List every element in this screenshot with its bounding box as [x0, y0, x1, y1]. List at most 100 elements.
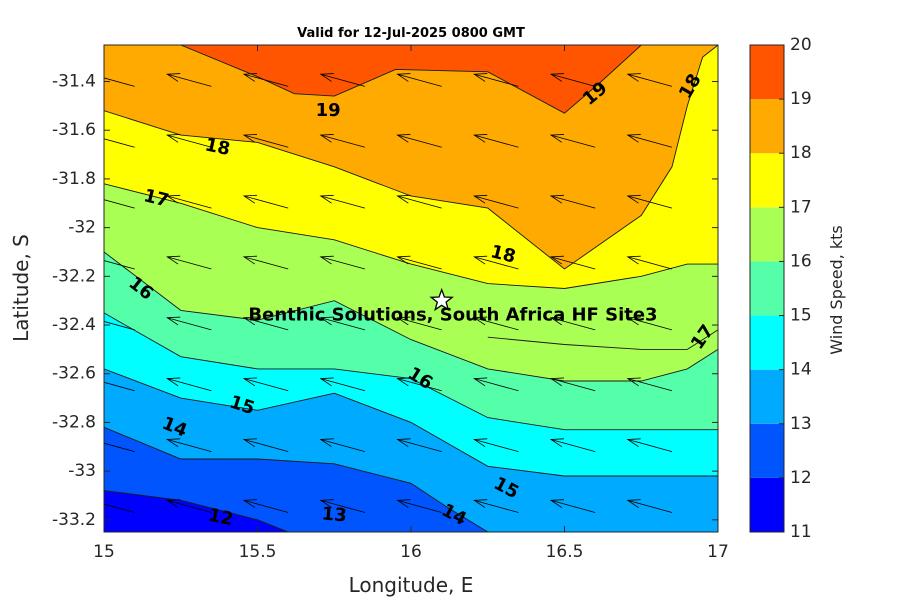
colorbar-band [750, 207, 784, 262]
colorbar-tick-label: 20 [790, 35, 812, 55]
wind-arrow [104, 442, 135, 453]
wind-arrow [473, 438, 519, 453]
wind-arrow [549, 134, 596, 148]
contour-line-18 [104, 45, 718, 270]
wind-arrow [396, 438, 442, 453]
y-tick-label: -32.6 [52, 364, 96, 384]
wind-arrows [104, 73, 673, 513]
colorbar-band [750, 45, 784, 100]
wind-arrow [549, 255, 596, 270]
site-label: Benthic Solutions, South Africa HF Site3 [248, 305, 657, 326]
y-tick-label: -33.2 [52, 510, 96, 530]
y-tick-label: -32.4 [52, 315, 96, 335]
contour-line-17 [104, 183, 718, 289]
wind-arrow [396, 134, 442, 148]
wind-arrow [319, 255, 366, 270]
wind-arrow [242, 255, 289, 270]
colorbar-tick-label: 16 [790, 251, 812, 271]
colorbar-band [750, 369, 784, 424]
y-tick-label: -32 [68, 218, 96, 238]
wind-arrow [319, 499, 366, 513]
contour-line-13 [104, 426, 489, 532]
wind-arrow [473, 73, 519, 87]
wind-arrow [396, 255, 442, 270]
wind-arrow [242, 73, 289, 87]
wind-arrow [166, 316, 212, 331]
wind-arrow [242, 438, 289, 453]
colorbar-band [750, 153, 784, 208]
wind-arrow [396, 194, 442, 209]
contour-label: 18 [203, 134, 232, 160]
site-marker-group: Benthic Solutions, South Africa HF Site3 [248, 287, 658, 326]
wind-arrow [626, 438, 673, 453]
wind-arrow [319, 134, 366, 148]
wind-arrow [396, 316, 442, 331]
colorbar-band [750, 423, 784, 478]
y-tick-label: -31.4 [52, 72, 96, 92]
contour-line-15 [104, 312, 718, 431]
wind-arrow [626, 377, 673, 392]
wind-arrow [319, 377, 366, 392]
wind-arrow [166, 377, 212, 392]
y-tick-label: -32.2 [52, 266, 96, 286]
contour-label: 13 [321, 503, 348, 526]
wind-arrow [473, 134, 519, 148]
colorbar-tick-label: 19 [790, 89, 812, 109]
wind-arrow [166, 134, 212, 148]
colorbar-band [750, 99, 784, 154]
contour-band-19 [180, 45, 642, 114]
wind-arrow [396, 73, 442, 87]
wind-arrow [626, 316, 673, 331]
contour-label: 12 [206, 505, 235, 531]
wind-arrow [626, 499, 673, 513]
wind-arrow [473, 316, 519, 331]
wind-arrow [242, 316, 289, 331]
colorbar-tick-label: 13 [790, 414, 812, 434]
contour-lines [104, 45, 718, 532]
colorbar-tick-label: 14 [790, 360, 812, 380]
y-tick-label: -31.8 [52, 169, 96, 189]
wind-arrow [549, 438, 596, 453]
wind-arrow [549, 194, 596, 209]
x-tick-label: 15 [93, 542, 115, 562]
colorbar-label: Wind Speed, kts [827, 225, 846, 355]
colorbar-bands [750, 45, 784, 532]
wind-arrow [166, 255, 212, 270]
contour-bands [104, 45, 718, 532]
chart-title: Valid for 12-Jul-2025 0800 GMT [297, 26, 525, 41]
wind-arrow [104, 199, 135, 209]
wind-arrow [104, 138, 135, 148]
x-tick-label: 15.5 [239, 542, 277, 562]
wind-arrow [473, 194, 519, 209]
colorbar-tick-label: 18 [790, 143, 812, 163]
wind-arrow [473, 377, 519, 392]
colorbar-tick-label: 17 [790, 197, 812, 217]
wind-arrow [319, 316, 366, 331]
x-tick-label: 17 [707, 542, 729, 562]
colorbar-band [750, 261, 784, 316]
wind-arrow [626, 194, 673, 209]
colorbar-ticks: 11 12 13 14 15 16 17 18 19 20 [779, 35, 812, 542]
wind-arrow [166, 499, 212, 513]
wind-arrow [626, 255, 673, 270]
wind-arrow [473, 255, 519, 270]
colorbar-band [750, 315, 784, 370]
wind-arrow [242, 499, 289, 513]
wind-arrow [104, 77, 135, 87]
colorbar-tick-label: 11 [790, 522, 812, 542]
y-tick-label: -33 [68, 461, 96, 481]
x-axis-label: Longitude, E [349, 573, 474, 597]
contour-label: 19 [316, 100, 341, 121]
wind-arrow [626, 134, 673, 148]
y-tick-label: -31.6 [52, 120, 96, 140]
wind-arrow [104, 321, 135, 331]
colorbar-tick-label: 12 [790, 468, 812, 488]
contour-line-16 [104, 251, 718, 382]
contour-line-19 [180, 45, 642, 114]
y-axis-ticks: -31.4 -31.6 -31.8 -32 -32.2 -32.4 -32.6 -32.8 -3… [52, 72, 718, 530]
wind-arrow [166, 194, 212, 209]
x-tick-label: 16 [400, 542, 422, 562]
wind-arrow [166, 438, 212, 453]
